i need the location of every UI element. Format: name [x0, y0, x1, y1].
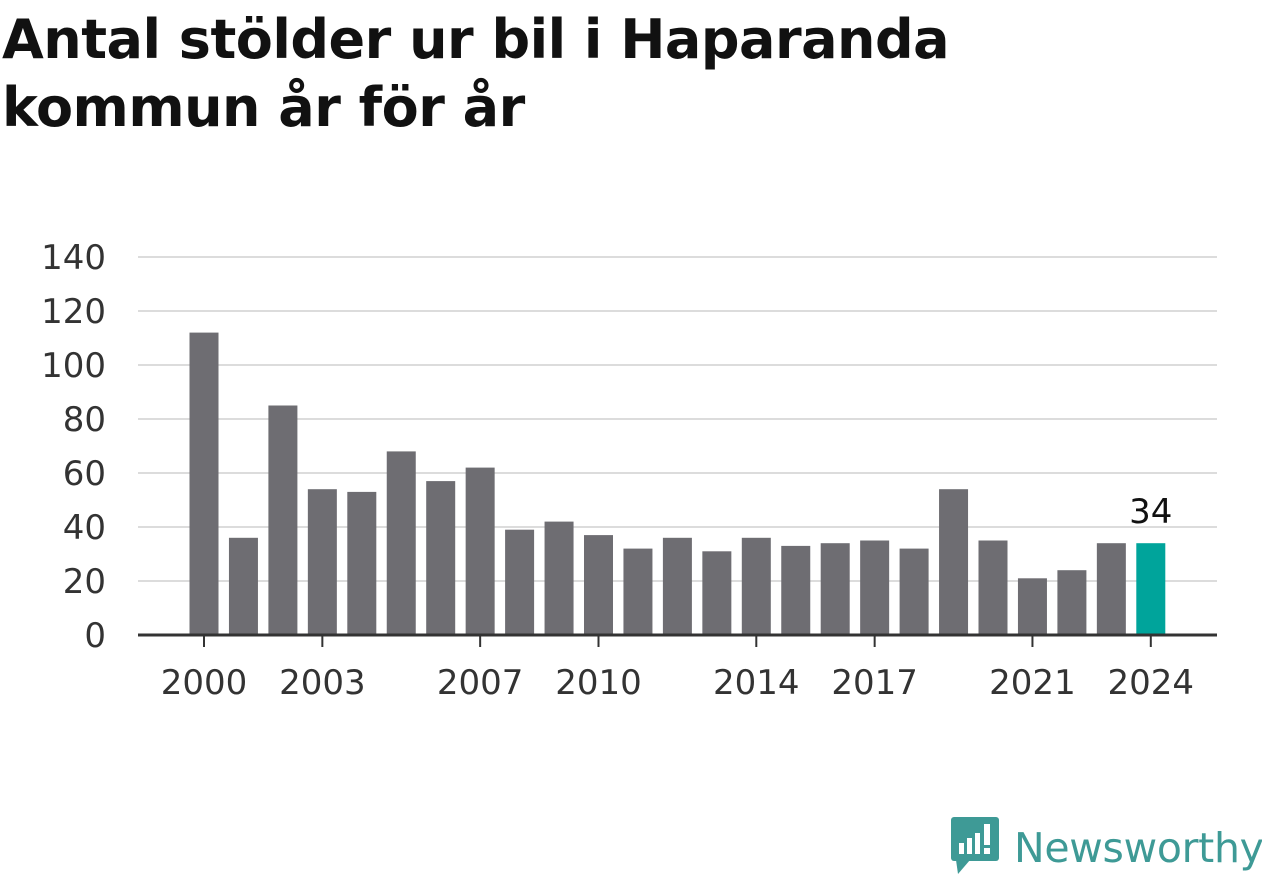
bar [978, 540, 1008, 635]
bars [189, 332, 1166, 635]
y-tick-label: 120 [41, 292, 106, 332]
x-tick-label: 2000 [161, 663, 248, 703]
y-tick-label: 100 [41, 346, 106, 386]
bar [820, 543, 850, 635]
bar [1057, 570, 1087, 635]
x-tick-label: 2003 [279, 663, 366, 703]
gridlines [138, 256, 1217, 582]
value-label: 34 [1129, 492, 1172, 532]
bar [386, 451, 416, 635]
y-tick-label: 20 [63, 562, 106, 602]
bar [268, 405, 298, 635]
x-tick-label: 2014 [713, 663, 800, 703]
bar [781, 545, 811, 635]
x-tick-label: 2024 [1108, 663, 1195, 703]
bar [189, 332, 219, 635]
y-tick-label: 0 [84, 616, 106, 656]
bar [860, 540, 890, 635]
bar [465, 467, 495, 635]
bar [426, 481, 456, 635]
x-tick-label: 2017 [831, 663, 918, 703]
x-tick-label: 2007 [437, 663, 524, 703]
y-tick-label: 60 [63, 454, 106, 494]
brand-name: Newsworthy [1014, 824, 1262, 872]
bar [544, 521, 574, 635]
y-tick-label: 140 [41, 238, 106, 278]
bar [623, 548, 653, 635]
x-tick-label: 2021 [989, 663, 1076, 703]
bar [307, 489, 337, 635]
bar [662, 537, 692, 635]
bar [1017, 578, 1047, 635]
brand-logo: Newsworthy [950, 816, 1262, 880]
bar [741, 537, 771, 635]
x-tick-label: 2010 [555, 663, 642, 703]
newsworthy-logo-icon [950, 816, 1000, 880]
bar-highlight [1136, 543, 1166, 635]
bar [1096, 543, 1126, 635]
bar [899, 548, 929, 635]
bar [347, 491, 377, 635]
chart-title: Antal stölder ur bil i Haparanda kommun … [2, 8, 950, 139]
y-tick-label: 80 [63, 400, 106, 440]
labels: 0 20 40 60 80 100 120 140 34 2000 2003 2007 2010 2014… [41, 238, 1194, 703]
bar [702, 551, 732, 635]
bar [505, 529, 535, 635]
x-axis [138, 633, 1217, 647]
bar [939, 489, 969, 635]
y-tick-label: 40 [63, 508, 106, 548]
bar [228, 537, 258, 635]
bar [584, 535, 613, 635]
